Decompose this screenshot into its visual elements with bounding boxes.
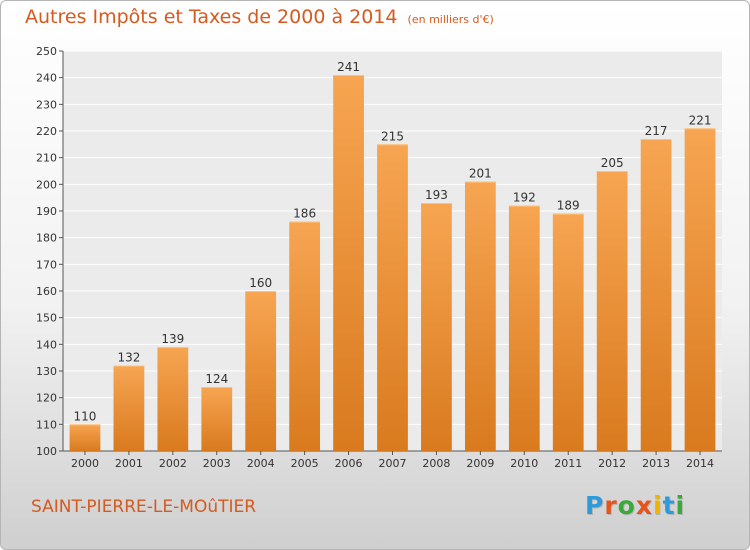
data-label: 132 xyxy=(117,351,140,365)
x-tick-label: 2014 xyxy=(686,457,714,470)
logo-letter: P xyxy=(585,491,605,520)
bar xyxy=(464,181,496,451)
y-tick-label: 100 xyxy=(36,445,57,458)
logo-letter: t xyxy=(662,491,676,520)
data-label: 186 xyxy=(293,207,316,221)
x-tick-label: 2012 xyxy=(598,457,626,470)
y-tick-label: 150 xyxy=(36,312,57,325)
x-tick-label: 2002 xyxy=(159,457,187,470)
logo-letter: r xyxy=(604,491,618,520)
x-tick-label: 2005 xyxy=(291,457,319,470)
logo-letter: i xyxy=(653,491,663,520)
bar xyxy=(289,221,321,451)
y-tick-label: 140 xyxy=(36,338,57,351)
data-label: 215 xyxy=(381,129,404,143)
x-tick-label: 2003 xyxy=(203,457,231,470)
data-label: 221 xyxy=(689,113,712,127)
bar xyxy=(245,291,277,451)
bar xyxy=(640,139,672,451)
x-tick-label: 2001 xyxy=(115,457,143,470)
x-tick-label: 2011 xyxy=(554,457,582,470)
bar xyxy=(113,365,145,451)
y-tick-label: 240 xyxy=(36,72,57,85)
y-tick-label: 110 xyxy=(36,418,57,431)
y-tick-label: 230 xyxy=(36,98,57,111)
data-label: 139 xyxy=(161,332,184,346)
data-label: 193 xyxy=(425,188,448,202)
x-tick-label: 2009 xyxy=(466,457,494,470)
bar xyxy=(69,424,101,451)
x-tick-label: 2010 xyxy=(510,457,538,470)
y-tick-label: 180 xyxy=(36,232,57,245)
data-label: 189 xyxy=(557,199,580,213)
town-name: SAINT-PIERRE-LE-MOûTIER xyxy=(31,497,257,517)
y-tick-label: 190 xyxy=(36,205,57,218)
bar xyxy=(421,203,452,451)
y-tick-label: 200 xyxy=(36,178,57,191)
y-tick-label: 170 xyxy=(36,258,57,271)
bar xyxy=(684,128,716,451)
chart-title-text: Autres Impôts et Taxes de 2000 à 2014 xyxy=(25,6,398,28)
bar xyxy=(377,144,408,452)
y-tick-label: 220 xyxy=(36,125,57,138)
bar xyxy=(201,387,233,451)
bar xyxy=(333,75,364,451)
bar xyxy=(552,213,584,451)
x-tick-label: 2006 xyxy=(335,457,363,470)
bar xyxy=(596,171,628,451)
y-tick-label: 250 xyxy=(36,45,57,58)
data-label: 201 xyxy=(469,167,492,181)
chart-subtitle: (en milliers d'€) xyxy=(407,13,494,26)
x-tick-label: 2004 xyxy=(247,457,275,470)
logo-letter: o xyxy=(617,491,636,520)
data-label: 217 xyxy=(645,124,668,138)
data-label: 241 xyxy=(337,60,360,74)
chart-title: Autres Impôts et Taxes de 2000 à 2014 (e… xyxy=(25,6,494,28)
data-label: 110 xyxy=(74,409,97,423)
logo-letter: i xyxy=(675,491,686,520)
x-tick-label: 2013 xyxy=(642,457,670,470)
x-tick-label: 2007 xyxy=(379,457,407,470)
data-label: 192 xyxy=(513,191,536,205)
x-tick-label: 2000 xyxy=(71,457,99,470)
bar xyxy=(508,205,540,451)
y-tick-label: 210 xyxy=(36,152,57,165)
proxiti-logo: Proxiti xyxy=(585,491,685,520)
y-tick-label: 160 xyxy=(36,285,57,298)
data-label: 205 xyxy=(601,156,624,170)
logo-letter: x xyxy=(635,491,653,520)
y-tick-label: 120 xyxy=(36,392,57,405)
y-tick-label: 130 xyxy=(36,365,57,378)
data-label: 160 xyxy=(249,276,272,290)
data-label: 124 xyxy=(205,372,228,386)
bar xyxy=(157,347,189,451)
x-tick-label: 2008 xyxy=(422,457,450,470)
